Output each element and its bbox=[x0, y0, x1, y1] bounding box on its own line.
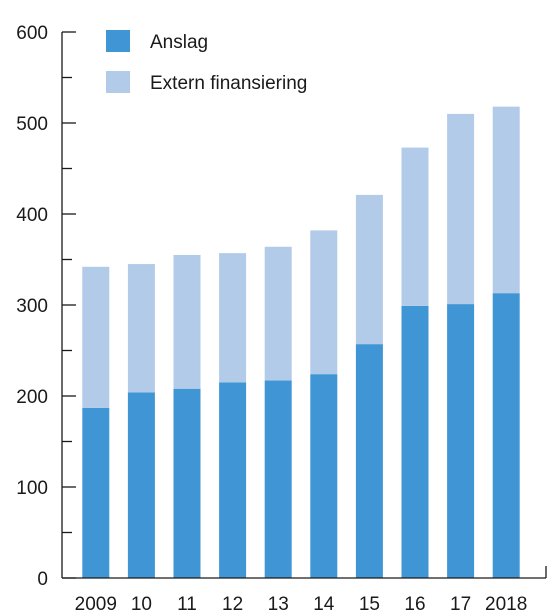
y-tick-label: 0 bbox=[37, 569, 48, 590]
x-tick-label: 12 bbox=[222, 594, 243, 613]
bar-extern-finansiering bbox=[401, 147, 429, 306]
bar-anslag bbox=[82, 407, 110, 578]
y-tick-label: 600 bbox=[16, 23, 48, 44]
bar-extern-finansiering bbox=[355, 194, 383, 345]
bar-anslag bbox=[401, 305, 429, 578]
x-tick-label: 11 bbox=[177, 594, 197, 613]
x-tick-label: 10 bbox=[131, 594, 152, 613]
bar-anslag bbox=[127, 392, 155, 578]
bar-extern-finansiering bbox=[492, 106, 520, 294]
bar-extern-finansiering bbox=[173, 254, 201, 389]
bar-anslag bbox=[173, 388, 201, 578]
y-tick-label: 400 bbox=[16, 205, 48, 226]
x-tick-label: 14 bbox=[313, 594, 335, 613]
x-tick-label: 13 bbox=[268, 594, 289, 613]
y-tick-label: 300 bbox=[16, 296, 48, 317]
x-tick-label: 17 bbox=[450, 594, 471, 613]
y-tick-label: 100 bbox=[16, 478, 48, 499]
legend-swatch-anslag bbox=[106, 30, 130, 52]
legend: Anslag Extern finansiering bbox=[106, 30, 307, 94]
bar-extern-finansiering bbox=[310, 230, 338, 375]
bar-anslag bbox=[492, 293, 520, 578]
bar-anslag bbox=[310, 374, 338, 578]
y-tick-label: 500 bbox=[16, 114, 48, 135]
legend-swatch-extern-finansiering bbox=[106, 71, 130, 93]
bar-anslag bbox=[219, 382, 247, 578]
x-tick-label: 2018 bbox=[485, 594, 527, 613]
legend-label-anslag: Anslag bbox=[150, 32, 208, 53]
bar-extern-finansiering bbox=[127, 264, 155, 393]
bar-extern-finansiering bbox=[82, 266, 110, 408]
bar-group bbox=[82, 106, 520, 578]
bar-anslag bbox=[447, 304, 475, 578]
x-tick-label: 16 bbox=[404, 594, 425, 613]
y-tick-label: 200 bbox=[16, 387, 48, 408]
x-tick-label: 2009 bbox=[75, 594, 117, 613]
x-axis: 2009 10 11 12 13 14 15 16 17 2018 bbox=[62, 566, 547, 613]
bar-anslag bbox=[264, 380, 292, 578]
x-tick-label: 15 bbox=[359, 594, 380, 613]
y-axis: 0 100 200 300 400 500 600 bbox=[16, 23, 76, 590]
bar-extern-finansiering bbox=[264, 246, 292, 381]
bar-extern-finansiering bbox=[447, 113, 475, 305]
bar-anslag bbox=[355, 344, 383, 578]
bar-extern-finansiering bbox=[219, 253, 247, 383]
legend-label-extern-finansiering: Extern finansiering bbox=[150, 73, 307, 94]
